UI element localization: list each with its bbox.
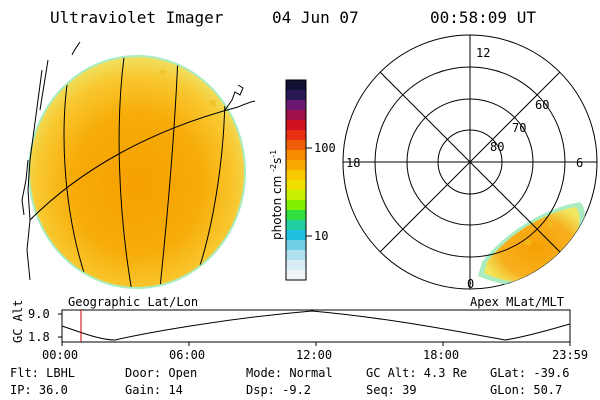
- colorbar-segment: [286, 110, 306, 121]
- mlat-80-label: 80: [490, 140, 505, 154]
- time-tick-2359: 23:59: [552, 348, 589, 362]
- altitude-axis-label: GC Alt: [11, 299, 25, 343]
- colorbar-segment: [286, 270, 306, 281]
- geographic-label: Geographic Lat/Lon: [68, 295, 199, 309]
- colorbar-segment: [286, 130, 306, 141]
- colorbar-segment: [286, 230, 306, 241]
- colorbar-segment: [286, 240, 306, 251]
- colorbar-tick-100: 100: [314, 141, 336, 155]
- colorbar-segment: [286, 200, 306, 211]
- mlat-60-label: 60: [535, 98, 550, 112]
- ip-info: IP: 36.0: [10, 383, 68, 397]
- colorbar-segment: [286, 80, 306, 91]
- seq-info: Seq: 39: [366, 383, 417, 397]
- apex-polar-plot: [342, 34, 598, 290]
- colorbar-segment: [286, 140, 306, 151]
- colorbar-segment: [286, 260, 306, 271]
- alt-tick-1-8: 1.8: [28, 330, 50, 344]
- alt-tick-9: 9.0: [28, 307, 50, 321]
- time-label: 00:58:09 UT: [430, 8, 536, 27]
- mlt-0-label: 0: [467, 277, 475, 291]
- glat-info: GLat: -39.6: [490, 366, 570, 380]
- time-tick-1200: 12:00: [296, 348, 333, 362]
- colorbar: [285, 79, 312, 281]
- altitude-plot: [58, 309, 571, 346]
- mlat-70-label: 70: [512, 121, 527, 135]
- colorbar-segment: [286, 90, 306, 101]
- colorbar-unit-label: photon cm -2s-1: [269, 149, 284, 240]
- filter-info: Flt: LBHL: [10, 366, 76, 380]
- apex-label: Apex MLat/MLT: [470, 295, 564, 309]
- colorbar-segment: [286, 150, 306, 161]
- mlt-6-label: 6: [576, 156, 584, 170]
- instrument-title: Ultraviolet Imager: [50, 8, 224, 27]
- mode-info: Mode: Normal: [246, 366, 333, 380]
- colorbar-segment: [286, 100, 306, 111]
- colorbar-segment: [286, 190, 306, 201]
- time-tick-0600: 06:00: [169, 348, 206, 362]
- colorbar-segment: [286, 220, 306, 231]
- geographic-image: [21, 41, 256, 289]
- time-tick-1800: 18:00: [423, 348, 460, 362]
- colorbar-segment: [286, 180, 306, 191]
- door-info: Door: Open: [125, 366, 198, 380]
- colorbar-segment: [286, 170, 306, 181]
- mlt-18-label: 18: [346, 156, 361, 170]
- colorbar-segment: [286, 160, 306, 171]
- date-label: 04 Jun 07: [272, 8, 359, 27]
- colorbar-segment: [286, 250, 306, 261]
- gc-alt-info: GC Alt: 4.3 Re: [366, 366, 468, 380]
- time-tick-0000: 00:00: [42, 348, 79, 362]
- mlt-12-label: 12: [476, 46, 491, 60]
- dsp-info: Dsp: -9.2: [246, 383, 312, 397]
- gain-info: Gain: 14: [125, 383, 183, 397]
- colorbar-segment: [286, 210, 306, 221]
- colorbar-tick-10: 10: [314, 229, 329, 243]
- glon-info: GLon: 50.7: [490, 383, 563, 397]
- colorbar-segment: [286, 120, 306, 131]
